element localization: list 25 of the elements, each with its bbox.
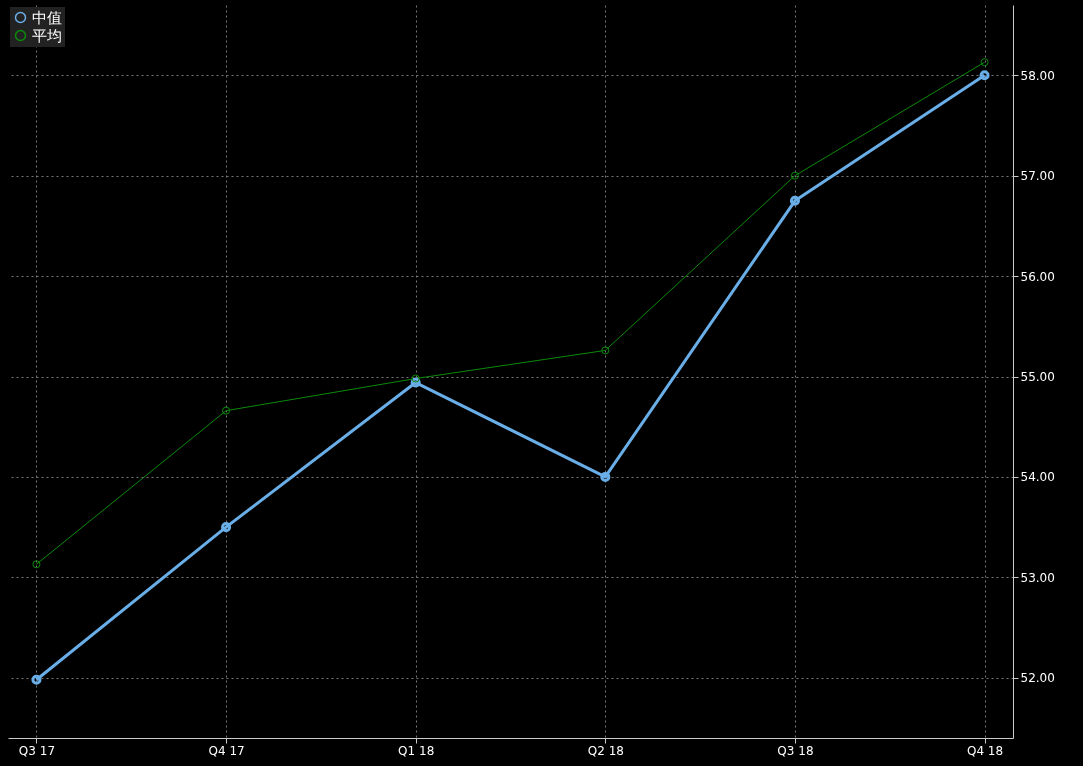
y-tick-label: 57.00 (1020, 169, 1055, 184)
x-tick-label: Q3 17 (18, 743, 56, 758)
point (600, 471, 611, 482)
y-tick-label: 54.00 (1020, 470, 1055, 485)
y-tick-label: 56.00 (1020, 269, 1055, 284)
y-tick-label: 52.00 (1020, 671, 1055, 686)
y-tick-label: 55.00 (1020, 370, 1055, 385)
point (790, 171, 799, 180)
y-tick-label: 53.00 (1020, 570, 1055, 585)
legend-label: 中值 (32, 8, 62, 27)
x-tick-label: Q2 18 (587, 743, 624, 758)
x-tick-label: Q3 18 (777, 743, 814, 758)
point (221, 522, 232, 533)
x-tick-label: Q4 18 (966, 743, 1004, 758)
point (222, 406, 231, 415)
point (32, 560, 41, 569)
y-tick-label: 58.00 (1020, 68, 1055, 83)
point (980, 58, 989, 67)
legend-label: 平均 (32, 26, 62, 45)
point (410, 377, 421, 388)
point (789, 195, 800, 206)
x-tick-label: Q1 18 (398, 743, 435, 758)
point (411, 374, 420, 383)
point (601, 346, 610, 355)
x-tick-label: Q4 17 (208, 743, 245, 758)
